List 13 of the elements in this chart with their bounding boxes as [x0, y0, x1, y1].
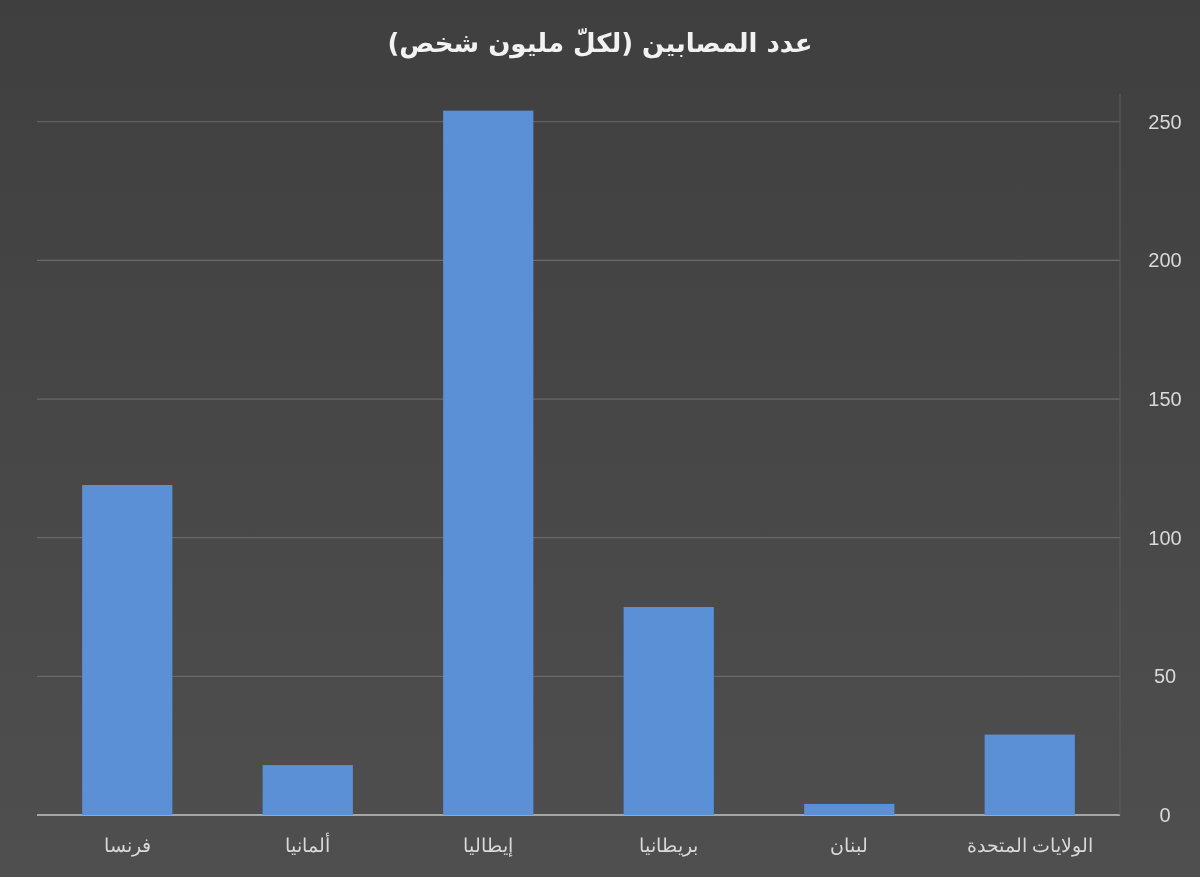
- x-tick-label: الولايات المتحدة: [966, 835, 1093, 857]
- y-tick-label: 100: [1148, 526, 1182, 549]
- y-tick-label: 50: [1153, 665, 1177, 688]
- x-tick-label: لبنان: [830, 835, 869, 856]
- x-tick-label: ألمانيا: [285, 832, 331, 856]
- chart-title: عدد المصابين (لكلّ مليون شخص): [387, 27, 813, 59]
- x-tick-label: فرنسا: [103, 835, 151, 857]
- x-tick-label: إيطاليا: [463, 835, 514, 857]
- y-tick-label: 150: [1148, 388, 1182, 411]
- y-tick-label: 250: [1148, 110, 1182, 133]
- y-tick-label: 0: [1159, 804, 1171, 826]
- x-tick-label: بريطانيا: [639, 835, 699, 857]
- y-tick-label: 200: [1148, 249, 1182, 272]
